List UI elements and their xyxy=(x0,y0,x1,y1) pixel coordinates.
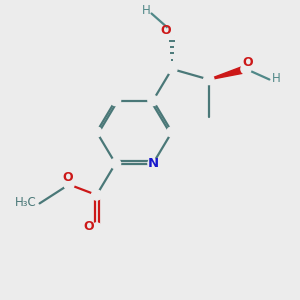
Circle shape xyxy=(110,158,121,169)
Circle shape xyxy=(148,158,158,169)
Text: O: O xyxy=(62,171,73,184)
Text: H: H xyxy=(142,4,151,17)
Circle shape xyxy=(64,179,74,190)
Circle shape xyxy=(167,26,177,37)
Text: H₃C: H₃C xyxy=(15,196,37,209)
Text: N: N xyxy=(147,157,159,170)
Circle shape xyxy=(92,127,102,137)
Text: O: O xyxy=(84,220,94,233)
Text: O: O xyxy=(160,23,171,37)
Circle shape xyxy=(110,95,121,106)
Circle shape xyxy=(167,127,177,137)
Circle shape xyxy=(241,64,251,74)
Circle shape xyxy=(204,74,214,85)
Polygon shape xyxy=(209,65,247,80)
Text: H: H xyxy=(272,71,280,85)
Text: O: O xyxy=(242,56,253,69)
Circle shape xyxy=(167,64,177,74)
Circle shape xyxy=(148,95,158,106)
Circle shape xyxy=(92,190,102,200)
Circle shape xyxy=(92,223,102,233)
